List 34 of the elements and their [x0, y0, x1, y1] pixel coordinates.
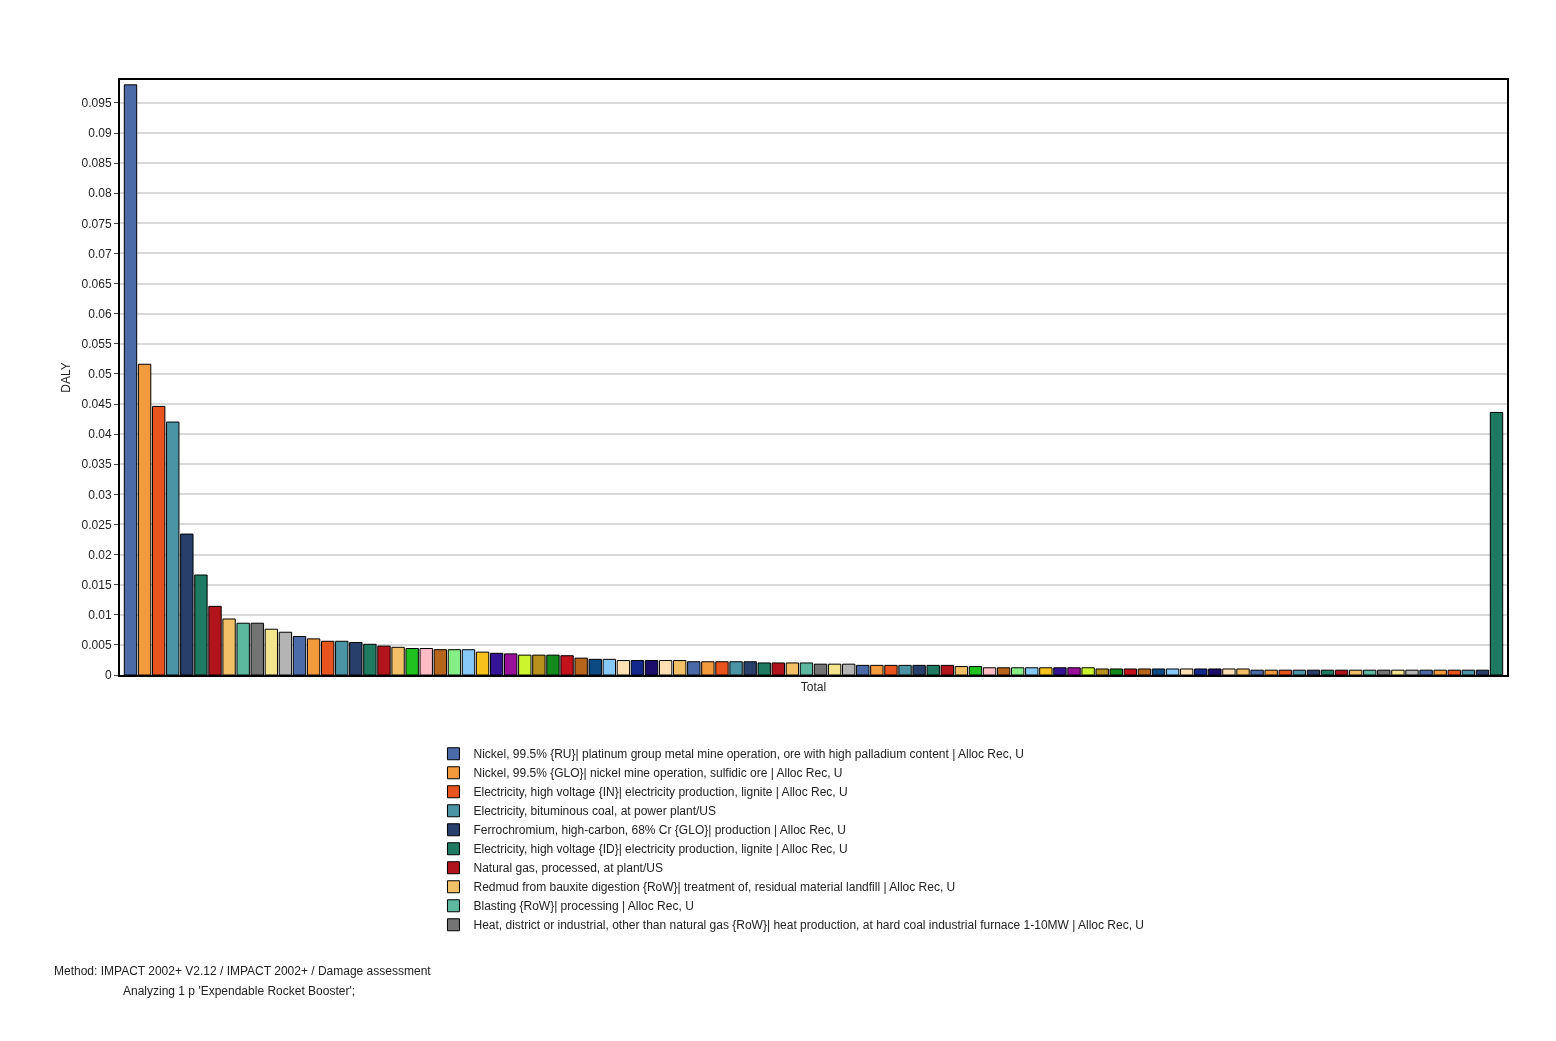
legend-label: Electricity, high voltage {ID}| electricity production, lignite | Alloc Rec, U — [473, 842, 848, 857]
y-tick-label: 0.09 — [88, 126, 112, 141]
legend-label: Heat, district or industrial, other than natural gas {RoW}| heat production, at hard coal industrial furnace 1-10MW | Alloc Rec, U — [473, 918, 1145, 933]
y-tick-label: 0.025 — [81, 517, 112, 532]
legend-label: Electricity, bituminous coal, at power plant/US — [473, 804, 717, 819]
text: Method: IMPACT 2002+ V2.12 / IMPACT 2002+ / Damage assessment — [54, 964, 432, 978]
y-tick-label: 0.005 — [81, 638, 112, 653]
y-tick-label: 0.065 — [81, 276, 112, 291]
y-tick-label: 0.04 — [88, 427, 112, 442]
y-tick-label: 0.03 — [88, 487, 112, 502]
y-tick-label: 0.02 — [88, 547, 112, 562]
y-axis-title: DALY — [59, 362, 74, 393]
y-tick-label: 0.06 — [88, 306, 112, 321]
y-tick-label: 0.01 — [88, 607, 112, 622]
y-tick-label: 0.035 — [81, 457, 112, 472]
x-tick-label: Total — [800, 680, 827, 695]
legend-label: Natural gas, processed, at plant/US — [473, 861, 663, 876]
y-tick-label: 0.085 — [81, 156, 112, 171]
y-tick-label: 0.05 — [88, 367, 112, 382]
y-tick-label: 0.045 — [81, 397, 112, 412]
y-tick-label: 0.015 — [81, 577, 112, 592]
y-tick-label: 0.07 — [88, 246, 112, 261]
y-tick-label: 0.055 — [81, 336, 112, 351]
y-tick-label: 0 — [104, 668, 112, 683]
y-tick-label: 0.075 — [81, 216, 112, 231]
legend-label: Electricity, high voltage {IN}| electricity production, lignite | Alloc Rec, U — [473, 785, 848, 800]
text: Analyzing 1 p 'Expendable Rocket Booster'; — [123, 984, 356, 998]
legend-label: Nickel, 99.5% {GLO}| nickel mine operation, sulfidic ore | Alloc Rec, U — [473, 766, 843, 781]
legend-label: Nickel, 99.5% {RU}| platinum group metal mine operation, ore with high palladium content | Alloc Rec, U — [473, 747, 1024, 762]
legend-label: Blasting {RoW}| processing | Alloc Rec, U — [473, 899, 694, 914]
legend-label: Ferrochromium, high-carbon, 68% Cr {GLO}| production | Alloc Rec, U — [473, 823, 846, 838]
legend-label: Redmud from bauxite digestion {RoW}| treatment of, residual material landfill | Alloc Rec, U — [473, 880, 956, 895]
y-tick-label: 0.08 — [88, 186, 112, 201]
y-tick-label: 0.095 — [81, 96, 112, 111]
